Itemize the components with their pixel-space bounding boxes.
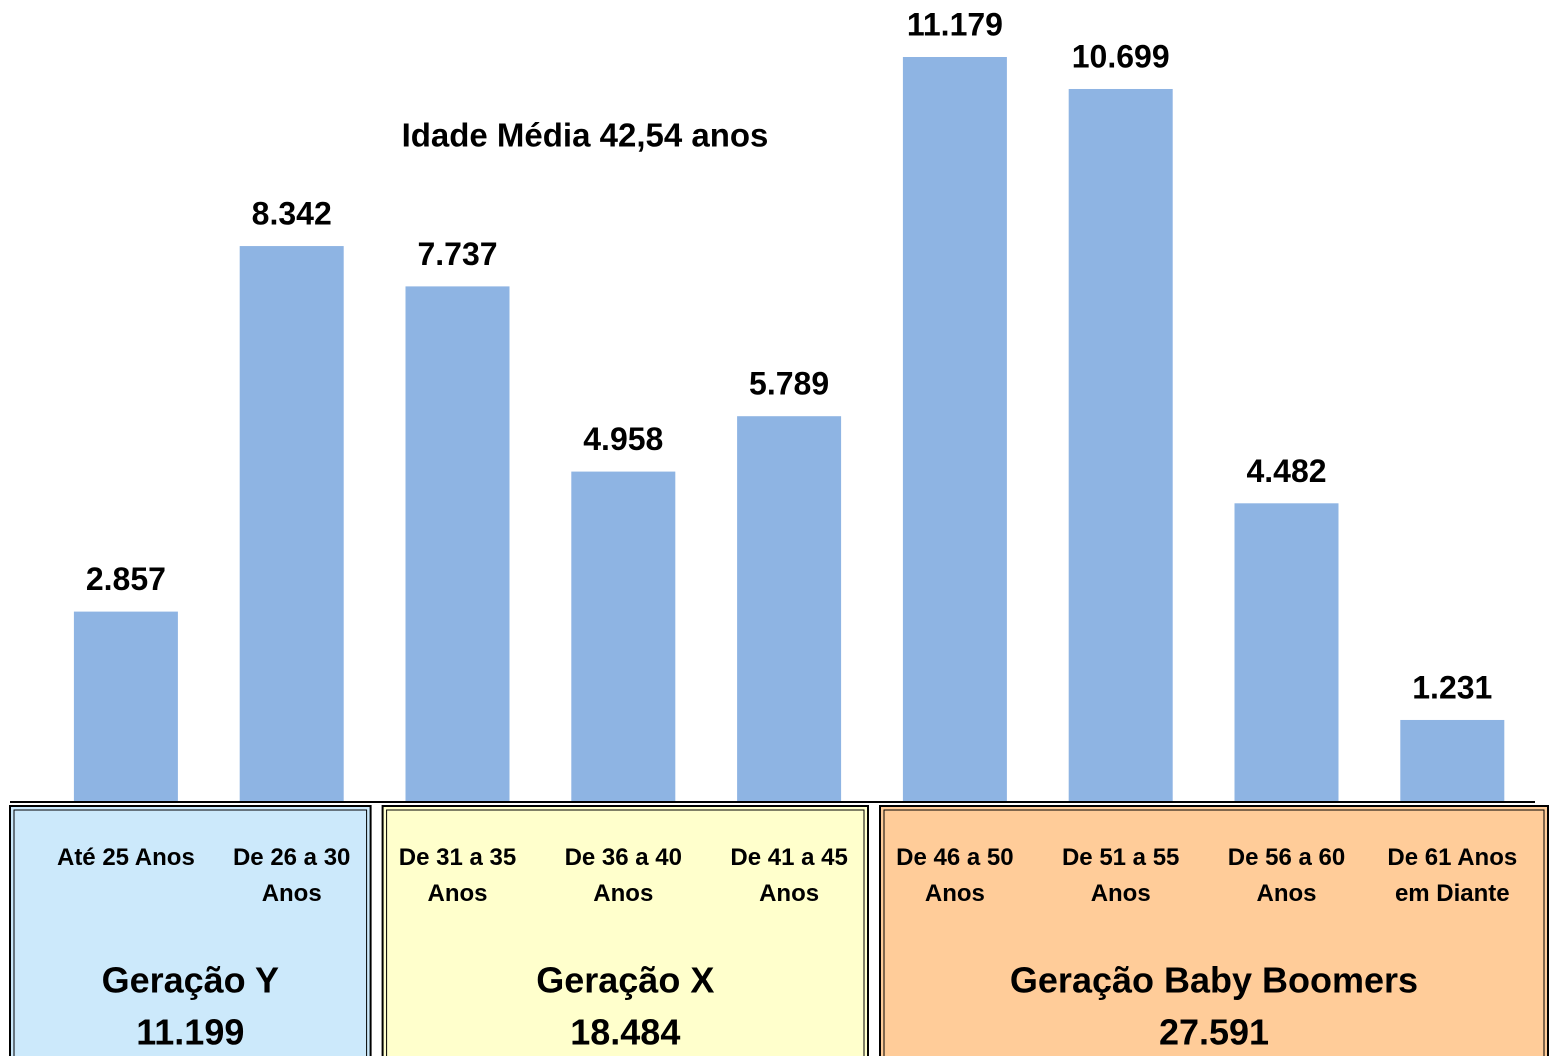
value-label: 4.958 <box>583 421 663 457</box>
x-tick-label: De 51 a 55 Anos <box>1061 844 1180 907</box>
x-tick-label: De 36 a 40 Anos <box>564 844 682 907</box>
value-label: 11.179 <box>907 6 1003 42</box>
group-box <box>879 805 1549 1056</box>
group-name: Geração Y <box>102 960 279 1001</box>
group-total: 11.199 <box>136 1012 244 1053</box>
x-tick-label: De 61 Anos em Diante <box>1387 844 1518 907</box>
bar <box>1068 88 1173 803</box>
value-label: 1.231 <box>1412 669 1492 705</box>
x-tick-label: De 46 a 50 Anos <box>896 844 1014 907</box>
value-label: 10.699 <box>1072 38 1170 74</box>
x-tick-label: Até 25 Anos <box>56 844 195 871</box>
x-tick-label: De 41 a 45 Anos <box>730 844 848 907</box>
x-tick-label: De 31 a 35 Anos <box>398 844 517 907</box>
group-name: Geração Baby Boomers <box>1010 960 1418 1001</box>
group-name: Geração X <box>536 960 714 1001</box>
group-total: 27.591 <box>1159 1012 1269 1053</box>
group-total: 18.484 <box>570 1012 680 1053</box>
bar <box>902 57 1007 802</box>
x-tick-label: De 26 a 30 Anos <box>232 844 351 907</box>
x-tick-label: De 56 a 60 Anos <box>1227 844 1346 907</box>
annotation: Idade Média 42,54 anos <box>402 117 769 154</box>
bar <box>737 416 842 802</box>
group-box-inner <box>386 809 865 1056</box>
value-label: 5.789 <box>749 366 829 402</box>
bar <box>571 471 676 802</box>
group-box <box>381 805 869 1056</box>
value-label: 4.482 <box>1246 453 1326 489</box>
bar <box>1400 719 1505 802</box>
bar <box>73 611 178 802</box>
group-box-inner <box>13 809 368 1056</box>
group-box <box>9 805 372 1056</box>
value-label: 8.342 <box>252 196 332 232</box>
bar <box>1234 503 1339 802</box>
bar <box>239 246 344 802</box>
group-box-inner <box>883 809 1545 1056</box>
bar <box>405 286 510 803</box>
value-label: 2.857 <box>86 561 166 597</box>
value-label: 7.737 <box>417 236 497 272</box>
